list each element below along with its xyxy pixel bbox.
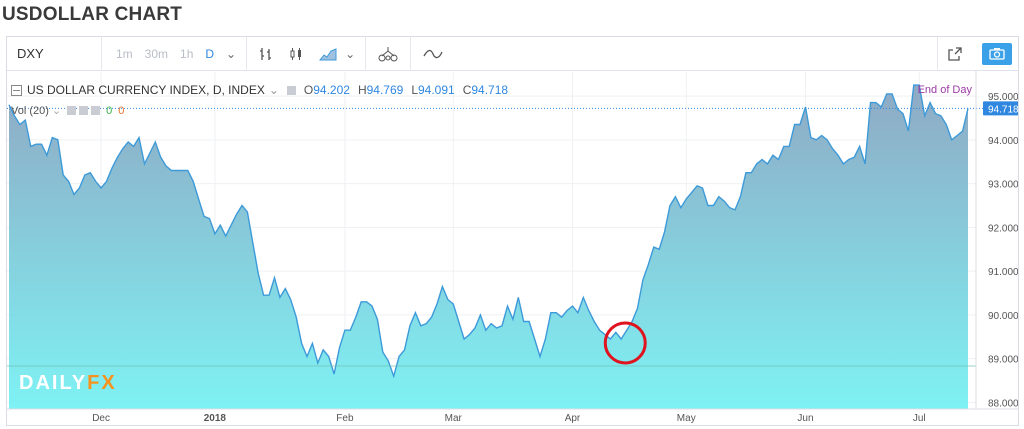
interval-1m[interactable]: 1m — [116, 46, 133, 61]
y-tick-label: 93.000 — [988, 180, 1018, 191]
y-tick-label: 92.000 — [988, 223, 1018, 234]
logo-part-2: FX — [87, 372, 117, 394]
fullscreen-icon[interactable] — [937, 36, 972, 71]
volume-visibility-icon[interactable] — [67, 106, 77, 115]
camera-icon[interactable] — [982, 42, 1012, 65]
volume-settings-icon[interactable] — [79, 106, 89, 115]
collapse-legend-icon[interactable] — [11, 84, 22, 96]
y-tick-label: 95.000 — [988, 92, 1018, 103]
low-value: 94.091 — [418, 83, 455, 97]
symbol-input[interactable]: DXY — [7, 36, 102, 71]
dailyfx-logo: DAILYFX — [19, 372, 117, 395]
low-label: L — [411, 83, 418, 97]
y-tick-label: 90.000 — [988, 311, 1018, 322]
bar-style-icon[interactable] — [259, 47, 273, 61]
chart-style-dropdown[interactable]: ⌄ — [345, 46, 356, 61]
legend-title: US DOLLAR CURRENCY INDEX, D, INDEX — [27, 83, 265, 97]
x-tick-label: Mar — [445, 413, 463, 424]
open-value: 94.202 — [313, 83, 350, 97]
indicators-icon[interactable] — [378, 46, 398, 62]
interval-dropdown[interactable]: ⌄ — [226, 46, 237, 61]
y-tick-label: 89.000 — [988, 355, 1018, 366]
chart-toolbar: DXY 1m 30m 1h D ⌄ ⌄ — [7, 36, 1018, 71]
page-title: USDOLLAR CHART — [2, 4, 183, 25]
interval-30m[interactable]: 30m — [144, 46, 169, 61]
toolbar-right — [937, 36, 1018, 71]
compare-icon[interactable] — [423, 48, 443, 60]
x-tick-label: Dec — [92, 413, 110, 424]
high-value: 94.769 — [366, 83, 404, 97]
last-price-label: 94.718 — [988, 104, 1018, 115]
area-style-icon[interactable] — [319, 47, 337, 61]
volume-close-icon[interactable] — [91, 106, 101, 115]
y-tick-label: 91.000 — [988, 267, 1018, 278]
legend-settings-icon[interactable] — [286, 85, 296, 95]
series-line — [8, 84, 969, 379]
x-tick-label: May — [677, 413, 696, 424]
area-fill — [9, 85, 968, 409]
candle-style-icon[interactable] — [289, 47, 303, 61]
open-label: O — [303, 83, 314, 97]
volume-value-down: 0 — [118, 104, 125, 117]
x-tick-label: Feb — [336, 413, 354, 424]
last-price-badge — [983, 101, 1018, 116]
legend-dropdown[interactable]: ⌄ — [268, 83, 279, 97]
interval-1h[interactable]: 1h — [180, 46, 194, 61]
close-label: C — [462, 83, 472, 97]
volume-label: Vol (20) — [11, 104, 49, 117]
volume-dropdown[interactable]: ⌄ — [51, 105, 62, 117]
price-chart: 95.000 94.000 93.000 92.000 91.000 90.000 89.0… — [7, 71, 1018, 424]
volume-legend: Vol (20) ⌄ 0 0 — [11, 104, 125, 118]
toolbar-divider — [410, 36, 412, 71]
close-value: 94.718 — [471, 83, 509, 97]
interval-d[interactable]: D — [205, 46, 215, 61]
logo-part-1: DAILY — [19, 372, 88, 394]
x-tick-label: 2018 — [204, 413, 227, 424]
annotation-circle — [603, 321, 647, 365]
y-tick-label: 94.000 — [988, 136, 1018, 147]
volume-value-up: 0 — [106, 104, 113, 117]
end-of-day-label: End of Day — [917, 84, 972, 96]
chart-widget: DXY 1m 30m 1h D ⌄ ⌄ — [6, 36, 1019, 426]
high-label: H — [357, 83, 367, 97]
toolbar-divider — [365, 36, 367, 71]
x-tick-label: Apr — [565, 413, 581, 424]
chart-legend: US DOLLAR CURRENCY INDEX, D, INDEX ⌄ O 94… — [11, 83, 508, 97]
x-tick-label: Jun — [797, 413, 813, 424]
y-tick-label: 88.000 — [988, 398, 1018, 409]
toolbar-divider — [246, 36, 248, 71]
x-tick-label: Jul — [913, 413, 926, 424]
